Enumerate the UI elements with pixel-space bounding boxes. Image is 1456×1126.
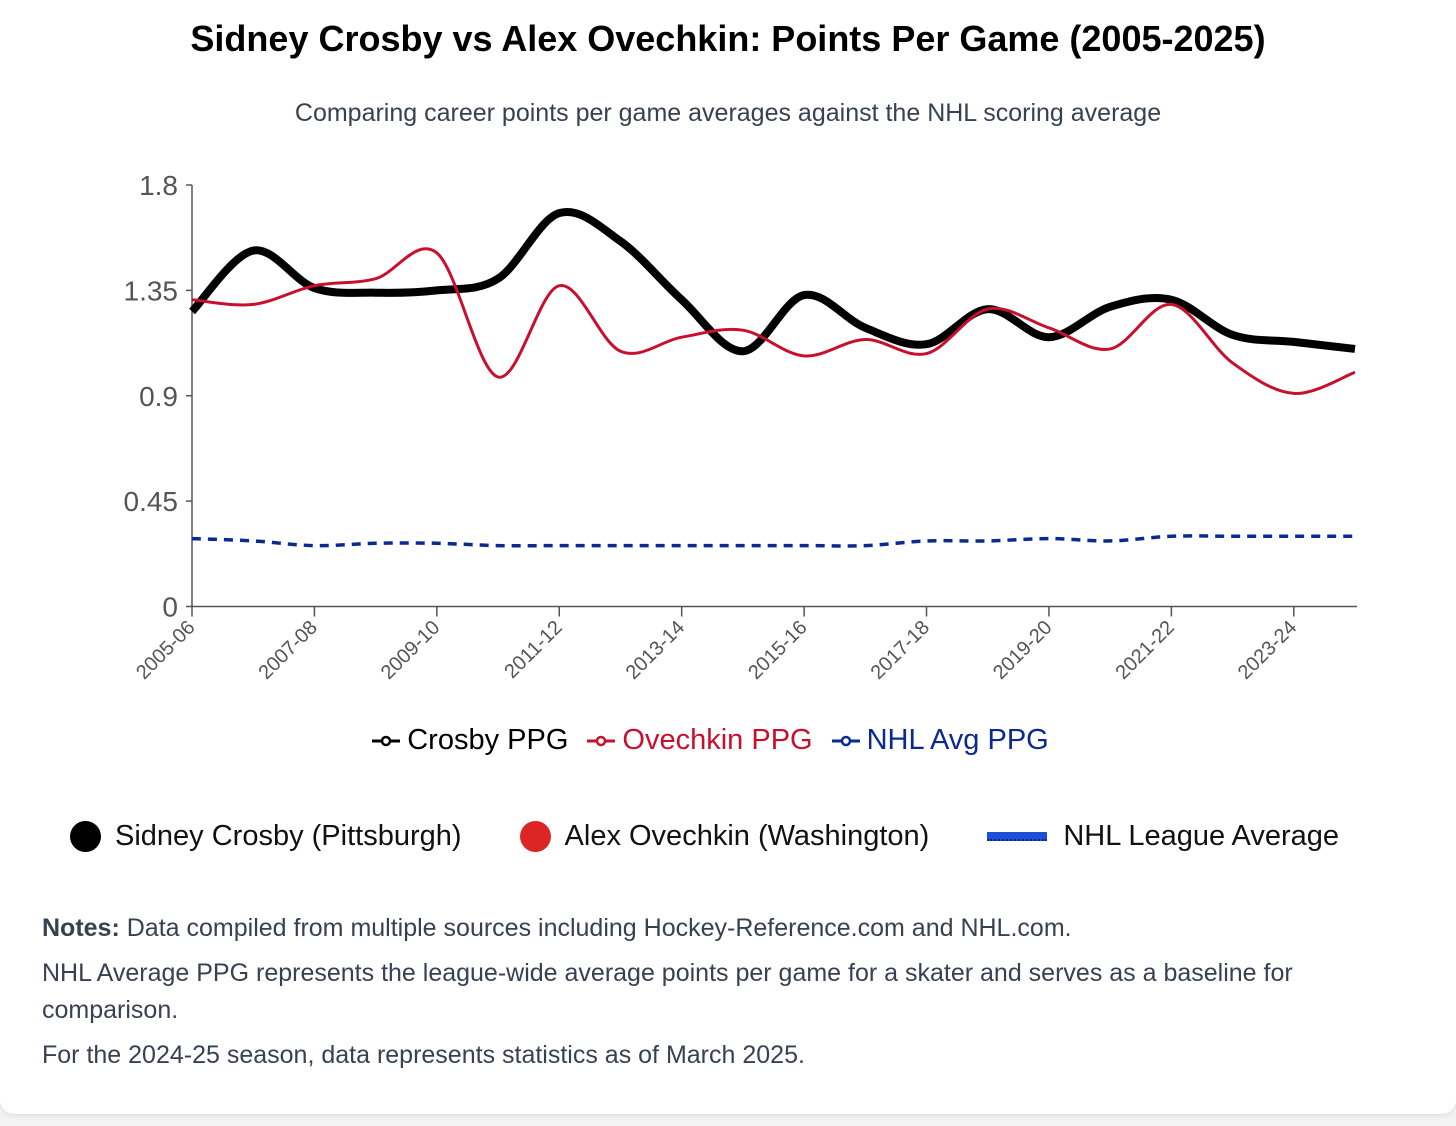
y-tick-label: 1.8 <box>139 170 178 201</box>
legend-item-0: Crosby PPG <box>371 724 568 757</box>
notes-line-2: NHL Average PPG represents the league-wi… <box>42 959 1293 1024</box>
x-tick-label: 2013-14 <box>622 616 689 683</box>
line-marker-icon <box>587 735 616 746</box>
legend-ovechkin: Alex Ovechkin (Washington) <box>519 820 930 853</box>
legend-label: Alex Ovechkin (Washington) <box>564 820 930 852</box>
chart-legend: Crosby PPG Ovechkin PPG NHL Avg PPG <box>0 724 1420 757</box>
x-tick-label: 2019-20 <box>989 616 1056 683</box>
legend-label: NHL Avg PPG <box>866 724 1049 756</box>
legend-label: Ovechkin PPG <box>622 724 813 756</box>
notes-section: Notes: Data compiled from multiple sourc… <box>42 910 1422 1082</box>
legend-item-1: Ovechkin PPG <box>586 724 813 757</box>
y-tick-label: 0 <box>162 592 178 623</box>
x-tick-label: 2007-08 <box>254 616 321 683</box>
y-tick-label: 0.45 <box>124 486 179 517</box>
line-marker-icon <box>372 735 401 746</box>
x-tick-label: 2009-10 <box>377 616 444 683</box>
nhl-average-line <box>191 534 1355 548</box>
notes-label: Notes: <box>42 914 120 942</box>
notes-line-1: Notes: Data compiled from multiple sourc… <box>42 910 1422 947</box>
legend-item-2: NHL Avg PPG <box>831 724 1049 757</box>
legend-label: Crosby PPG <box>407 724 569 756</box>
notes-line-3: For the 2024-25 season, data represents … <box>42 1041 805 1069</box>
line-chart: 0 0.45 0.9 1.35 1.8 2005-06 2007-08 2009-10 2011… <box>124 170 1357 684</box>
crosby-line <box>189 207 1356 356</box>
dashed-line-icon <box>987 832 1048 841</box>
red-dot-icon <box>519 821 551 852</box>
y-tick-label: 0.9 <box>139 381 178 412</box>
notes-text: Data compiled from multiple sources incl… <box>126 914 1072 942</box>
legend-crosby: Sidney Crosby (Pittsburgh) <box>70 820 462 853</box>
y-tick-label: 1.35 <box>124 275 179 306</box>
custom-legend: Sidney Crosby (Pittsburgh) Alex Ovechkin… <box>70 820 1339 853</box>
legend-label: NHL League Average <box>1063 820 1340 852</box>
x-tick-label: 2015-16 <box>744 616 811 683</box>
x-tick-label: 2017-18 <box>867 616 934 683</box>
x-tick-label: 2005-06 <box>132 616 199 683</box>
x-tick-label: 2011-12 <box>500 616 566 682</box>
x-tick-label: 2021-22 <box>1111 616 1178 683</box>
legend-label: Sidney Crosby (Pittsburgh) <box>115 820 462 852</box>
legend-nhl-average: NHL League Average <box>987 820 1339 853</box>
ovechkin-line <box>191 247 1356 395</box>
chart-title: Sidney Crosby vs Alex Ovechkin: Points P… <box>190 18 1266 59</box>
x-tick-label: 2023-24 <box>1234 616 1301 683</box>
black-dot-icon <box>70 821 101 852</box>
chart-subtitle: Comparing career points per game average… <box>294 99 1162 127</box>
line-marker-icon <box>831 735 860 746</box>
